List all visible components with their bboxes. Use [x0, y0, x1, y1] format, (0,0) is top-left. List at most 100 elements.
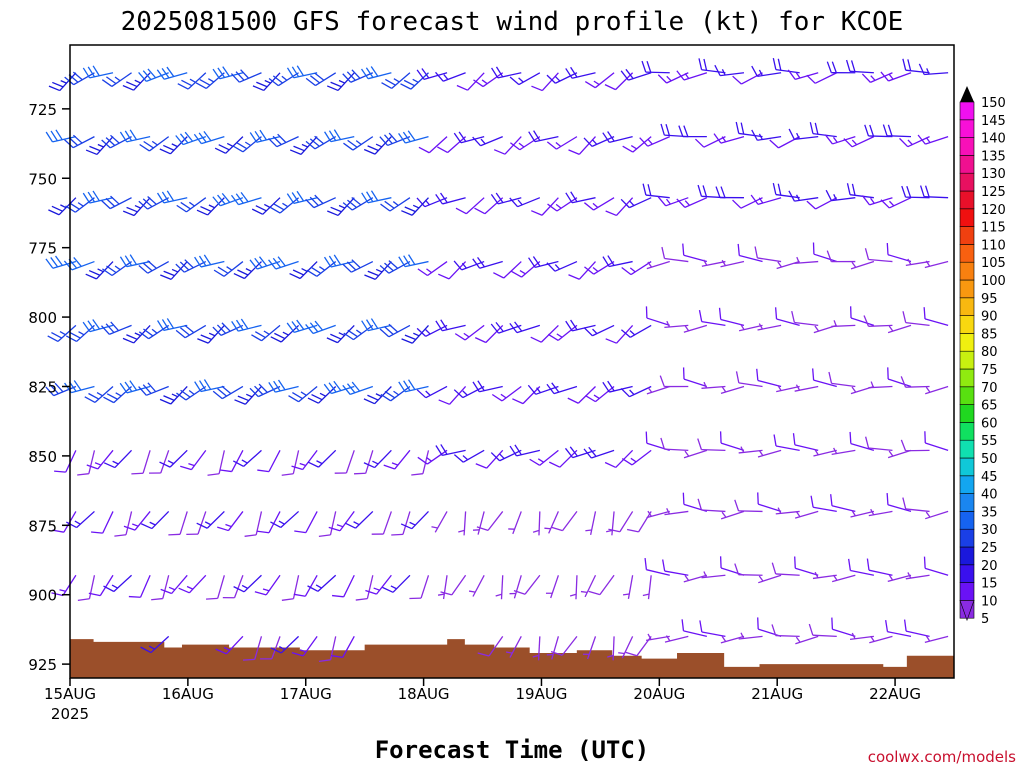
wind-barb-staff: [534, 260, 559, 269]
y-tick-label: 725: [28, 101, 57, 119]
wind-barb-staff: [350, 72, 374, 83]
wind-barb-flag: [773, 434, 777, 447]
wind-barb-flag: [812, 368, 815, 381]
wind-barb-flag: [551, 382, 560, 393]
wind-barb-flag: [403, 380, 411, 391]
wind-barb-staff: [587, 636, 597, 660]
wind-barb-flag: [528, 131, 536, 142]
wind-barb-half-flag: [171, 268, 179, 273]
wind-barb-half-flag: [630, 144, 637, 150]
wind-barb-half-flag: [647, 139, 653, 145]
wind-barb-staff: [794, 321, 819, 327]
wind-barb-flag: [416, 389, 427, 399]
wind-barb-flag: [73, 380, 82, 391]
wind-barb-flag: [750, 194, 759, 205]
wind-barb-flag: [416, 69, 425, 80]
wind-barb-staff: [237, 324, 262, 332]
wind-barb-flag: [918, 63, 925, 75]
wind-barb-staff: [887, 504, 912, 513]
wind-barb-staff: [427, 261, 448, 277]
wind-barb-staff: [353, 324, 374, 341]
wind-barb-half-flag: [618, 652, 625, 655]
wind-barb-staff: [831, 574, 856, 583]
wind-barb-staff: [304, 574, 318, 597]
wind-barb-staff: [513, 575, 522, 599]
wind-barb-flag: [720, 186, 726, 198]
wind-barb-flag: [360, 68, 369, 80]
wind-barb-half-flag: [353, 521, 360, 526]
wind-barb-flag: [180, 327, 190, 336]
wind-barb-flag: [323, 256, 332, 268]
wind-barb-half-flag: [684, 325, 690, 332]
wind-barb-staff: [374, 449, 392, 468]
wind-barb-staff: [888, 72, 912, 82]
wind-barb-half-flag: [666, 508, 671, 515]
wind-barb-flag: [367, 394, 379, 401]
wind-barb-half-flag: [556, 333, 563, 338]
wind-barb-staff: [447, 136, 467, 154]
wind-barb-flag: [514, 444, 522, 456]
wind-barb-flag: [291, 465, 303, 471]
wind-barb-flag: [490, 323, 500, 334]
wind-barb-flag: [440, 319, 448, 330]
wind-barb-flag: [273, 203, 285, 211]
wind-barb-flag: [296, 65, 305, 77]
wind-barb-staff: [376, 574, 392, 595]
wind-barb-half-flag: [555, 141, 562, 148]
wind-barb-staff: [646, 510, 670, 519]
wind-barb-half-flag: [926, 68, 930, 75]
wind-barb-half-flag: [721, 386, 727, 393]
wind-barb-half-flag: [426, 268, 432, 274]
wind-barb-staff: [200, 260, 225, 268]
wind-barb-flag: [569, 446, 578, 457]
wind-barb-half-flag: [870, 508, 875, 516]
wind-barb-flag: [309, 75, 321, 84]
wind-barb-staff: [887, 631, 912, 637]
wind-barb-staff: [256, 135, 281, 143]
wind-barb-half-flag: [188, 389, 195, 395]
wind-barb-staff: [477, 511, 485, 535]
colorbar-top-arrow: [960, 86, 974, 102]
wind-barb-staff: [243, 449, 262, 467]
wind-barb-flag: [307, 461, 319, 468]
wind-barb-staff: [738, 449, 763, 454]
wind-barb-flag: [45, 258, 54, 269]
wind-barb-flag: [328, 130, 337, 141]
wind-barb-flag: [163, 395, 175, 401]
wind-barb-staff: [538, 511, 541, 536]
wind-barb-half-flag: [315, 584, 322, 589]
wind-barb-flag: [885, 620, 889, 632]
colorbar-bin: [959, 315, 975, 334]
wind-barb-flag: [583, 202, 594, 211]
wind-barb-half-flag: [409, 521, 416, 526]
wind-barb-staff: [795, 635, 819, 645]
colorbar-label: 110: [981, 238, 1006, 253]
wind-barb-flag: [249, 259, 258, 270]
wind-barb-staff: [889, 197, 912, 209]
wind-barb-staff: [238, 197, 262, 206]
wind-barb-flag: [217, 526, 229, 532]
wind-barb-staff: [548, 511, 559, 534]
wind-barb-flag: [826, 61, 832, 73]
wind-barb-flag: [106, 265, 117, 274]
wind-barb-flag: [157, 320, 165, 331]
wind-barb-flag: [122, 210, 135, 217]
wind-barb-half-flag: [338, 204, 346, 209]
wind-barb-flag: [291, 321, 300, 332]
wind-barb-half-flag: [795, 194, 800, 201]
wind-barb-flag: [129, 129, 138, 141]
wind-barb-flag: [361, 192, 369, 204]
wind-barb-flag: [407, 130, 416, 141]
wind-barb-half-flag: [870, 635, 875, 642]
wind-barb-flag: [887, 124, 893, 137]
wind-barb-half-flag: [468, 590, 476, 593]
wind-barb-staff: [160, 450, 170, 474]
wind-barb-flag: [906, 185, 912, 198]
wind-barb-flag: [324, 131, 332, 142]
wind-barb-half-flag: [665, 635, 671, 642]
wind-barb-half-flag: [77, 202, 84, 207]
wind-barb-flag: [235, 193, 244, 204]
wind-barb-flag: [421, 68, 430, 79]
wind-barb-half-flag: [78, 331, 85, 336]
wind-barb-flag: [161, 191, 170, 203]
